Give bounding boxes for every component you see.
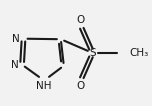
Text: N: N — [11, 60, 18, 70]
Text: O: O — [76, 81, 85, 91]
Text: S: S — [89, 48, 96, 58]
Text: N: N — [12, 34, 20, 44]
Text: O: O — [76, 15, 85, 25]
Text: CH₃: CH₃ — [129, 48, 149, 58]
Text: NH: NH — [36, 81, 52, 91]
